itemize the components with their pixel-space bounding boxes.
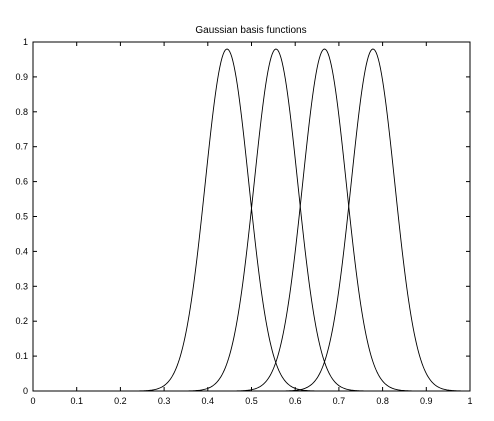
y-tick-label: 0.3 [15, 281, 28, 291]
y-tick-label: 0.2 [15, 316, 28, 326]
x-tick-label: 0.2 [114, 396, 127, 406]
plot-frame [32, 41, 471, 392]
y-tick-label: 0.9 [15, 72, 28, 82]
x-tick-label: 0.6 [289, 396, 302, 406]
x-tick-label: 1 [467, 396, 472, 406]
chart-title: Gaussian basis functions [195, 25, 306, 36]
y-tick-label: 0.5 [15, 212, 28, 222]
gaussian-curve-4 [33, 48, 470, 392]
y-tick-label: 0.7 [15, 142, 28, 152]
x-tick-label: 0 [30, 396, 35, 406]
x-tick-label: 0.9 [420, 396, 433, 406]
tick-group [32, 41, 471, 392]
y-tick-label: 1 [23, 37, 28, 47]
y-tick-label: 0.8 [15, 107, 28, 117]
tick-label-group: 0 0.1 0.2 0.3 0.4 0.5 0.6 0.7 0.8 0.9 1 0 0.1 0.2 0.3 0… [15, 37, 472, 406]
x-tick-label: 0.8 [376, 396, 389, 406]
gaussian-curve-1 [33, 48, 470, 392]
y-tick-label: 0 [23, 386, 28, 396]
x-tick-label: 0.4 [202, 396, 215, 406]
gaussian-curve-3 [33, 48, 470, 392]
y-tick-label: 0.4 [15, 246, 28, 256]
x-tick-label: 0.3 [158, 396, 171, 406]
y-tick-label: 0.6 [15, 177, 28, 187]
gaussian-curve-2 [33, 48, 470, 392]
curve-group [33, 48, 470, 392]
x-tick-label: 0.7 [333, 396, 346, 406]
x-tick-label: 0.5 [245, 396, 258, 406]
y-tick-label: 0.1 [15, 351, 28, 361]
x-tick-label: 0.1 [70, 396, 83, 406]
